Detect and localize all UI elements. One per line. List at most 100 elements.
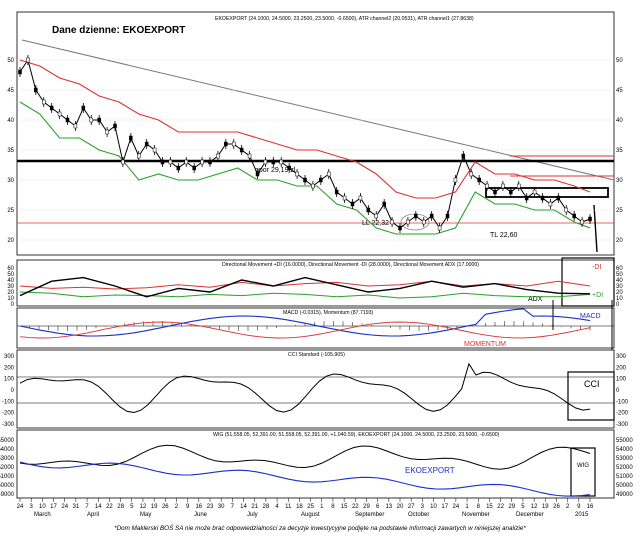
x-tick-label: 22	[497, 504, 504, 510]
price-ytick-right: 40	[616, 118, 623, 124]
x-tick-label: 26	[162, 504, 169, 510]
cci-label: CCI	[584, 379, 600, 389]
x-tick-label: 30	[218, 504, 225, 510]
price-candle	[49, 105, 54, 111]
x-month-label: November	[462, 512, 490, 518]
price-candle	[414, 213, 418, 219]
price-candle	[422, 219, 426, 225]
x-tick-label: 28	[117, 504, 124, 510]
price-candle	[73, 123, 78, 129]
cci-highlight-box	[567, 371, 615, 421]
wig-ytick-right: 52000	[616, 465, 633, 471]
price-candle	[287, 165, 291, 171]
dmi-ytick-left: 0	[11, 302, 15, 308]
price-candle	[200, 159, 204, 165]
x-month-label: August	[301, 512, 320, 518]
x-tick-label: 11	[285, 504, 292, 510]
cci-ytick-right: 100	[616, 377, 627, 383]
x-tick-label: 24	[61, 504, 68, 510]
macd-line	[19, 308, 591, 337]
cci-ytick-right: -100	[616, 399, 629, 405]
dmi-line-di	[19, 291, 591, 299]
cci-series	[19, 362, 591, 414]
price-candle	[168, 159, 173, 165]
price-candle	[501, 183, 505, 189]
x-tick-label: 21	[251, 504, 258, 510]
price-candle	[232, 141, 236, 147]
price-ytick-right: 50	[616, 58, 623, 64]
x-tick-label: 19	[542, 504, 549, 510]
price-candle	[342, 195, 347, 201]
x-tick-label: 10	[39, 504, 46, 510]
wig-ytick-right: 53000	[616, 456, 633, 462]
price-candle	[89, 117, 93, 123]
price-candle	[160, 159, 165, 165]
price-candle	[81, 105, 86, 111]
dmi-ytick-right: 10	[616, 296, 623, 302]
x-month-label: December	[516, 512, 544, 518]
wig-ytick-right: 55000	[616, 438, 633, 444]
price-candle	[350, 201, 355, 207]
adx-label: ADX	[528, 296, 543, 303]
down-arrow-line	[593, 204, 598, 253]
price-candle	[42, 99, 46, 105]
x-tick-label: 14	[240, 504, 247, 510]
price-candle	[129, 135, 133, 141]
x-tick-label: 17	[441, 504, 448, 510]
price-candle	[311, 183, 315, 189]
price-candle	[382, 201, 386, 207]
x-month-label: March	[34, 512, 51, 518]
x-tick-label: 27	[408, 504, 415, 510]
x-tick-label: 8	[477, 504, 481, 510]
price-candle	[57, 111, 62, 117]
price-grid	[17, 59, 614, 241]
x-tick-label: 10	[430, 504, 437, 510]
x-tick-label: 8	[331, 504, 335, 510]
price-ytick-right: 45	[616, 88, 623, 94]
wig-panel-frame	[16, 429, 615, 499]
price-candle	[493, 189, 497, 195]
price-candle	[208, 159, 212, 165]
price-candle	[556, 195, 561, 201]
price-candle	[247, 153, 252, 159]
cci-ytick-left: 0	[11, 388, 15, 394]
x-tick-label: 24	[453, 504, 460, 510]
macd-panel-frame	[16, 307, 615, 349]
price-ytick-left: 20	[7, 238, 14, 244]
x-tick-label: 12	[531, 504, 538, 510]
x-month-label: May	[140, 512, 151, 518]
price-candle	[437, 225, 442, 231]
dmi-ytick-right: 40	[616, 278, 623, 284]
price-candle	[485, 183, 489, 189]
price-candle	[453, 177, 458, 183]
cci-ytick-right: 200	[616, 365, 627, 371]
ll-label: LL 22,32	[362, 220, 389, 227]
dmi-ytick-left: 30	[7, 284, 14, 290]
x-tick-label: 22	[352, 504, 359, 510]
ekoexport-line	[19, 461, 591, 497]
price-ytick-left: 40	[7, 118, 14, 124]
wig-ytick-left: 50000	[0, 483, 15, 489]
x-tick-label: 16	[195, 504, 202, 510]
price-candle	[429, 213, 434, 219]
x-month-label: June	[194, 512, 208, 518]
price-ytick-left: 45	[7, 88, 14, 94]
cci-ytick-left: 100	[4, 377, 15, 383]
x-tick-label: 19	[151, 504, 158, 510]
wig-ytick-left: 52000	[0, 465, 15, 471]
x-tick-label: 5	[130, 504, 134, 510]
x-month-label: October	[408, 512, 429, 518]
x-tick-label: 13	[385, 504, 392, 510]
price-ytick-left: 30	[7, 178, 14, 184]
x-tick-label: 26	[553, 504, 560, 510]
price-candle	[18, 69, 22, 75]
price-candle	[192, 165, 196, 171]
price-candle	[445, 213, 450, 219]
trend-line	[21, 39, 615, 181]
dmi-ytick-right: 50	[616, 272, 623, 278]
x-tick-label: 24	[17, 504, 24, 510]
dmi-ytick-left: 50	[7, 272, 14, 278]
price-candle	[279, 159, 283, 165]
x-tick-label: 16	[587, 504, 594, 510]
